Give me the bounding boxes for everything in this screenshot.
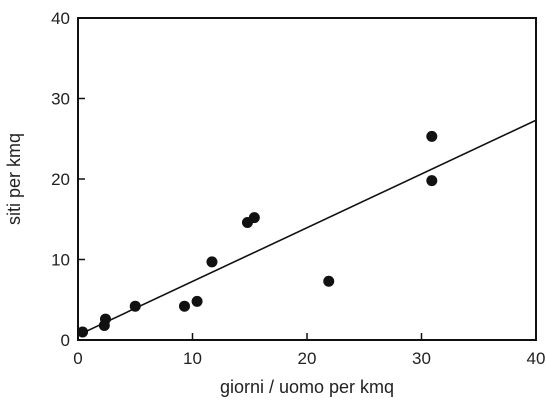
data-point xyxy=(426,130,438,142)
data-point xyxy=(323,275,335,287)
data-point xyxy=(426,175,438,187)
x-tick-label: 20 xyxy=(298,349,317,368)
plot-marks xyxy=(77,130,438,338)
x-tick-label: 30 xyxy=(412,349,431,368)
y-tick-label: 30 xyxy=(51,90,70,109)
data-point xyxy=(191,295,203,307)
x-axis-ticks: 0 10 20 30 40 xyxy=(73,333,545,368)
y-tick-label: 0 xyxy=(61,331,70,350)
data-point xyxy=(248,212,260,224)
y-axis-label: siti per kmq xyxy=(4,133,24,225)
trend-line xyxy=(77,119,537,336)
y-axis-ticks: 0 10 20 30 40 xyxy=(51,9,85,350)
x-tick-label: 10 xyxy=(183,349,202,368)
data-point xyxy=(178,300,190,312)
plot-frame xyxy=(77,17,537,341)
data-point xyxy=(206,256,218,268)
x-axis-label: giorni / uomo per kmq xyxy=(220,377,394,397)
x-tick-label: 40 xyxy=(527,349,546,368)
y-tick-label: 20 xyxy=(51,170,70,189)
y-tick-label: 40 xyxy=(51,9,70,28)
y-tick-label: 10 xyxy=(51,251,70,270)
x-tick-label: 0 xyxy=(73,349,82,368)
